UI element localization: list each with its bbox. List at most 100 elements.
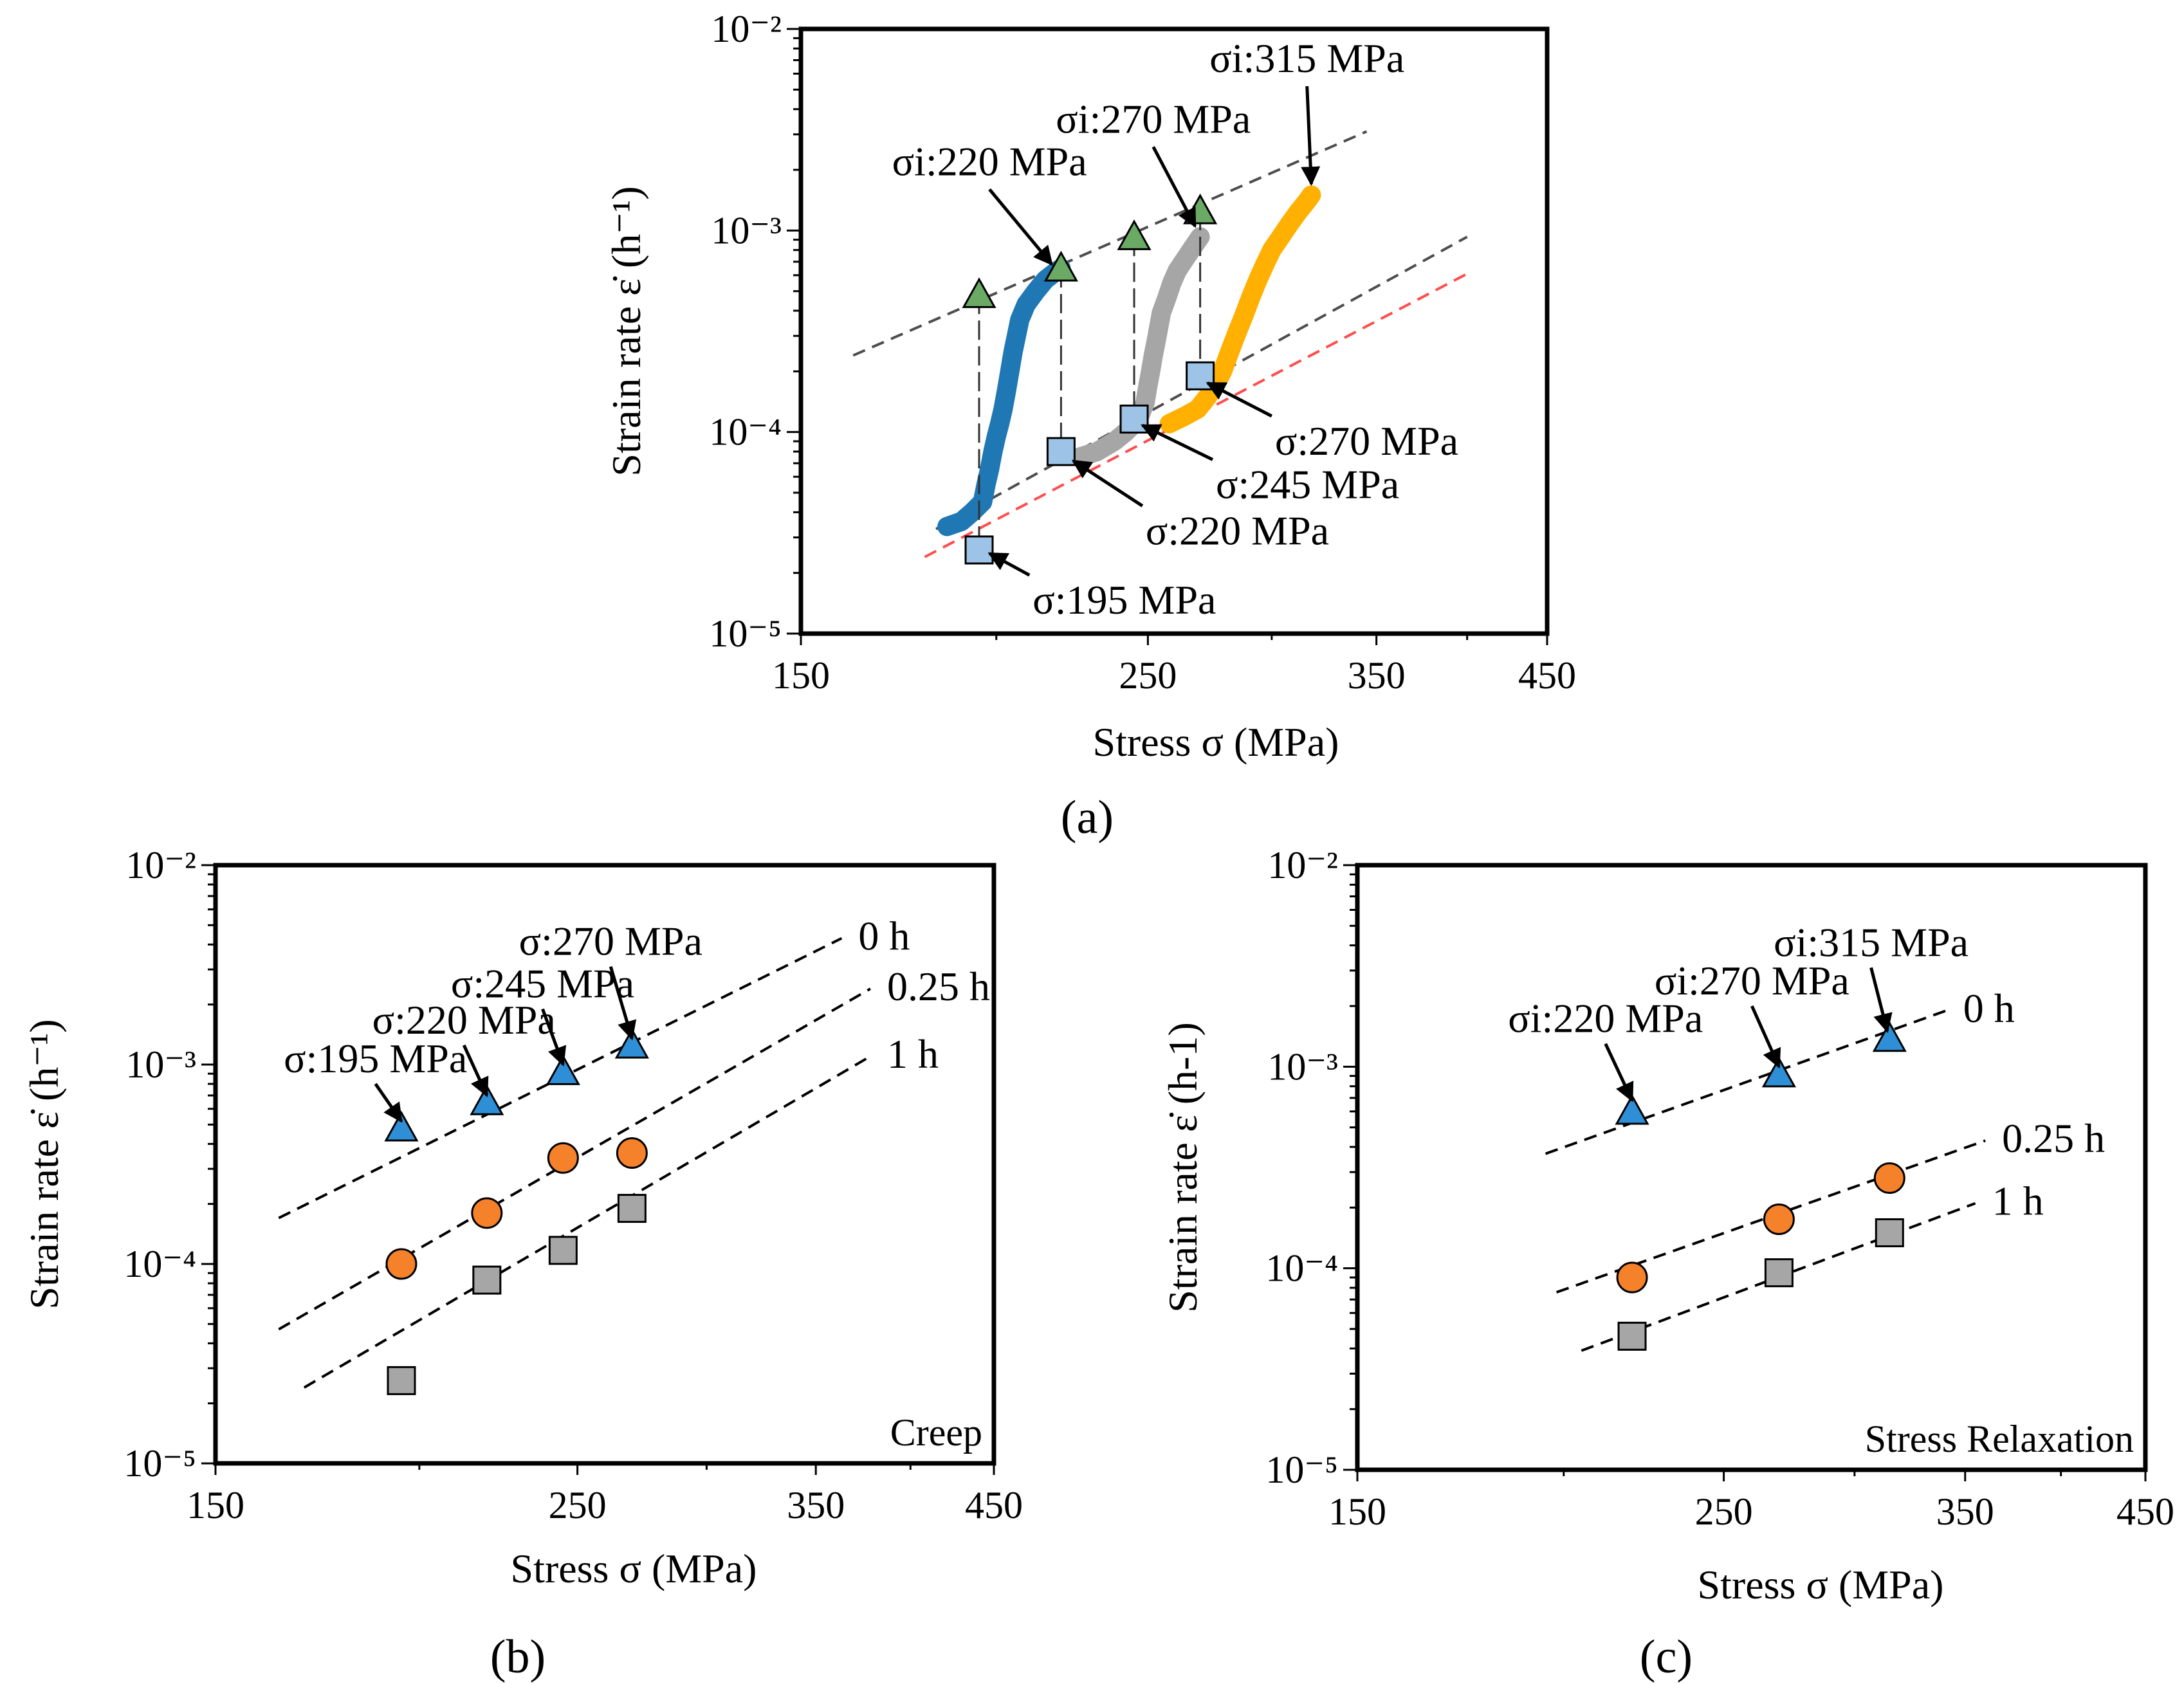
y-tick-label: 10⁻² [711,8,782,50]
annotation-label: σ:220 MPa [372,997,556,1043]
y-tick-label: 10⁻⁴ [709,411,782,453]
data-point-triangle [962,277,996,308]
annotation-label: σi:270 MPa [1056,96,1251,142]
annotation-arrow [988,188,1053,266]
y-axis-label: Strain rate ε̇ (h-1) [1160,1022,1206,1313]
data-point-triangle [1872,1021,1907,1052]
plot-frame [798,26,1550,636]
y-tick-label: 10⁻⁵ [709,612,782,655]
annotation-arrow [1301,86,1321,187]
x-tick-label: 250 [1119,654,1177,697]
corner-label: Stress Relaxation [1865,1418,2134,1460]
data-point-triangle [1761,1056,1796,1088]
panel-label: (c) [1640,1631,1693,1683]
annotation-arrow [541,1008,567,1066]
annotation-arrow [609,966,637,1041]
annotation-label: σ:195 MPa [284,1036,467,1081]
data-point-square [387,1366,416,1395]
x-tick-label: 350 [1936,1490,1994,1533]
fit-line-label: 0.25 h [887,964,990,1009]
annotation-label: σ:220 MPa [1146,508,1329,554]
annotation-arrow [1071,459,1144,508]
x-axis-label: Stress σ (MPa) [511,1546,757,1591]
annotation-label: σi:270 MPa [1655,958,1849,1003]
data-point-circle [1873,1162,1905,1194]
data-point-triangle [614,1027,649,1059]
x-tick-label: 150 [772,654,830,697]
data-point-square [617,1194,647,1223]
data-point-circle [547,1142,579,1174]
annotation-arrow [374,1083,403,1123]
data-point-circle [1616,1261,1648,1294]
annotation-label: σi:315 MPa [1774,919,1968,965]
data-point-square [1875,1218,1904,1247]
annotation-label: σ:270 MPa [519,919,702,964]
fit-line-label: 1 h [887,1031,939,1077]
data-point-triangle [470,1084,504,1115]
fit-line-label: 1 h [1992,1178,2044,1224]
annotation-label: σ:245 MPa [451,961,634,1007]
data-point-circle [1763,1204,1795,1236]
reference-line [852,130,1368,357]
panel-label: (b) [490,1631,546,1683]
y-axis-label: Strain rate ε̇ (h⁻¹) [21,1019,67,1309]
annotation-arrow [462,1044,489,1097]
fit-line [1545,1009,1947,1155]
data-point-square [1046,437,1076,466]
x-tick-label: 250 [1695,1490,1753,1533]
annotation-arrow [1206,381,1273,418]
y-tick-label: 10⁻² [1267,844,1338,886]
x-tick-label: 450 [1518,654,1576,697]
data-point-triangle [1117,219,1152,250]
y-tick-label: 10⁻² [125,844,196,886]
annotation-arrow [1152,146,1197,228]
annotation-label: σ:245 MPa [1216,461,1399,507]
annotation-arrow [1750,1005,1781,1069]
data-point-triangle [384,1110,419,1142]
x-tick-label: 450 [965,1484,1023,1526]
annotation-label: σi:220 MPa [1508,996,1703,1041]
data-point-square [964,535,994,565]
data-point-triangle [546,1054,580,1085]
data-point-circle [616,1137,648,1169]
y-tick-label: 10⁻⁴ [1265,1247,1338,1290]
fit-line-label: 0 h [1963,985,2015,1031]
annotation-arrow [1604,1043,1634,1103]
fit-line-label: 0.25 h [2002,1115,2105,1161]
x-tick-label: 450 [2116,1490,2174,1533]
data-point-square [472,1265,502,1295]
fit-line-label: 0 h [858,913,910,959]
y-axis-label: Strain rate ε̇ (h⁻¹) [603,186,649,476]
annotation-arrow [987,552,1031,577]
data-point-square [1617,1321,1647,1351]
plot-frame [213,863,996,1466]
plot-area [278,937,871,1395]
x-axis-label: Stress σ (MPa) [1093,719,1339,765]
data-point-triangle [1043,250,1078,282]
x-axis-label: Stress σ (MPa) [1698,1562,1944,1607]
annotation-label: σ:195 MPa [1032,577,1216,623]
y-tick-label: 10⁻⁵ [1265,1449,1338,1491]
relaxation-curve [937,259,1071,536]
data-point-triangle [1183,193,1218,224]
y-tick-label: 10⁻⁴ [124,1243,196,1285]
data-point-square [1764,1258,1794,1288]
panel-label: (a) [1061,791,1114,844]
data-point-circle [385,1248,418,1280]
y-tick-label: 10⁻³ [1267,1045,1338,1088]
x-tick-label: 150 [187,1484,244,1526]
plot-area [1545,1009,1986,1352]
x-tick-label: 250 [549,1484,607,1526]
data-point-circle [471,1197,503,1229]
corner-label: Creep [890,1411,982,1454]
y-tick-label: 10⁻⁵ [124,1442,196,1485]
annotation-label: σi:220 MPa [892,138,1087,184]
x-tick-label: 350 [787,1484,845,1526]
data-point-square [548,1236,578,1265]
data-point-square [1119,404,1149,434]
annotation-label: σi:315 MPa [1209,35,1404,81]
